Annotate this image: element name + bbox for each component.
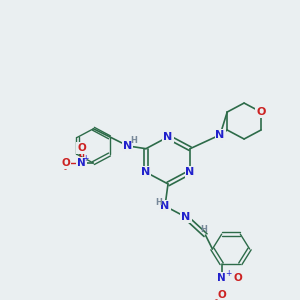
Text: O: O bbox=[256, 107, 266, 117]
Text: O: O bbox=[234, 273, 243, 283]
Text: N: N bbox=[217, 273, 226, 283]
Text: N: N bbox=[215, 130, 225, 140]
Text: N: N bbox=[160, 201, 169, 211]
Text: O: O bbox=[217, 290, 226, 300]
Text: O: O bbox=[61, 158, 70, 168]
Text: H: H bbox=[130, 136, 137, 145]
Text: N: N bbox=[123, 141, 133, 151]
Text: +: + bbox=[225, 269, 232, 278]
Text: -: - bbox=[64, 165, 67, 174]
Text: -: - bbox=[215, 295, 218, 300]
Text: N: N bbox=[141, 167, 151, 177]
Text: N: N bbox=[185, 167, 195, 177]
Text: H: H bbox=[201, 224, 207, 233]
Text: +: + bbox=[82, 154, 88, 163]
Text: N: N bbox=[77, 158, 86, 168]
Text: N: N bbox=[182, 212, 190, 222]
Text: N: N bbox=[164, 132, 172, 142]
Text: H: H bbox=[155, 198, 162, 207]
Text: O: O bbox=[77, 143, 86, 153]
